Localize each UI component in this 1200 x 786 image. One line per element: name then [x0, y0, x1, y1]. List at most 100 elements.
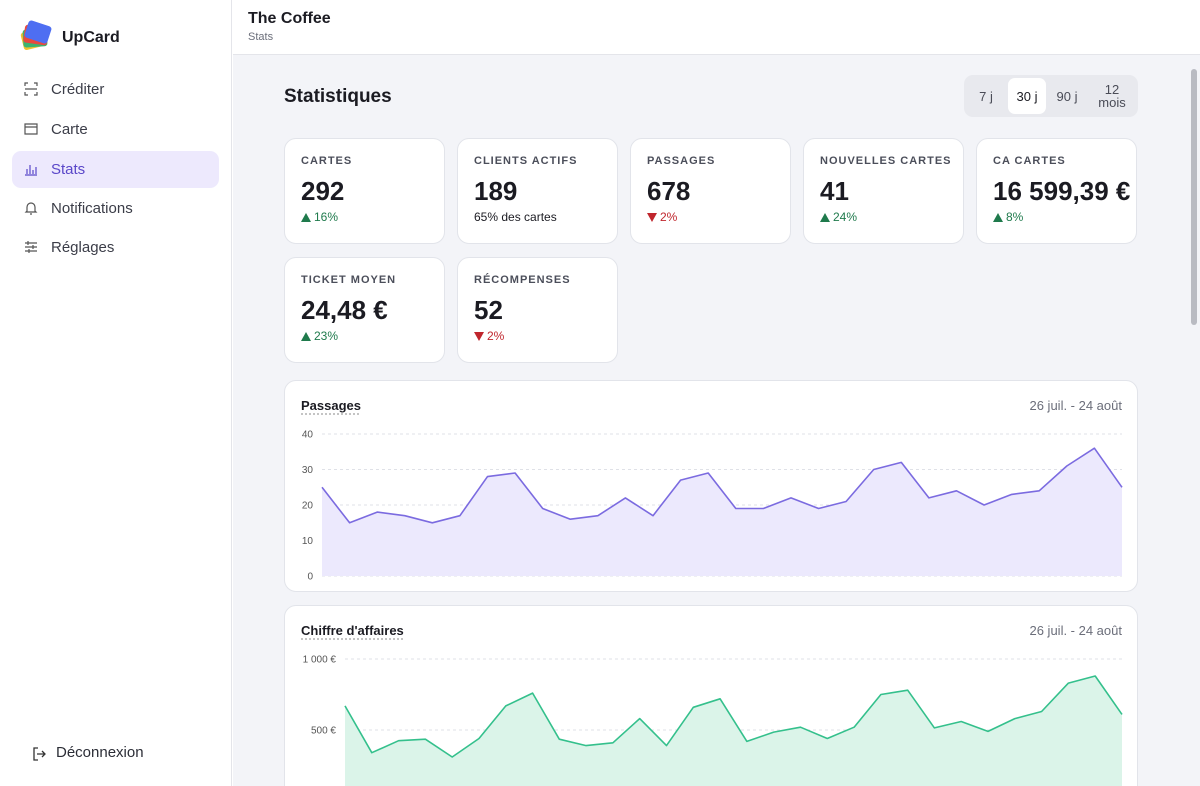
area — [322, 448, 1122, 576]
trend-arrow — [474, 332, 484, 341]
stat-value: 189 — [474, 176, 518, 206]
stat-card: RÉCOMPENSES 52 2% — [457, 257, 618, 363]
y-tick-label: 0 — [307, 572, 313, 583]
line — [321, 447, 1123, 524]
stat-card: PASSAGES 678 2% — [630, 138, 791, 244]
icon-path — [24, 202, 38, 215]
chart: Passages 26 juil. - 24 août 0 10 20 30 40 — [301, 398, 1123, 583]
arrow — [301, 332, 311, 341]
icon-path — [25, 165, 37, 176]
arrow — [993, 213, 1003, 222]
icon-path — [24, 123, 38, 135]
stat-value: 52 — [474, 295, 503, 325]
y-tick-label: 20 — [302, 501, 314, 512]
y-tick-label: 40 — [302, 430, 314, 441]
trend-arrow — [647, 213, 657, 222]
nav-item[interactable]: Réglages — [12, 229, 219, 266]
icon-path — [24, 82, 38, 96]
nav-item[interactable]: Stats — [12, 151, 219, 188]
change-value: 2% — [487, 329, 505, 343]
stat-card: NOUVELLES CARTES 41 24% — [803, 138, 964, 244]
period-tab[interactable]: 90 j — [1056, 88, 1078, 104]
stat-value: 24,48 € — [301, 295, 388, 325]
header: The Coffee Stats — [233, 0, 1200, 55]
arrow — [647, 213, 657, 222]
stat-card: CLIENTS ACTIFS 189 65% des cartes — [457, 138, 618, 244]
chart-date-range: 26 juil. - 24 août — [1029, 398, 1122, 413]
stat-label: CARTES — [301, 155, 353, 167]
stat-value: 678 — [647, 176, 691, 206]
change-value: 2% — [660, 210, 678, 224]
chart-title: Passages — [301, 398, 361, 413]
stat-change: 2% — [474, 329, 504, 343]
trend-arrow — [301, 332, 311, 341]
stat-value: 292 — [301, 176, 345, 206]
sidebar: UpCard Créditer Carte Stats Notification… — [0, 0, 232, 786]
nav-icon — [24, 82, 38, 96]
nav-item[interactable]: Créditer — [12, 71, 219, 108]
scroll-thumb[interactable] — [1191, 69, 1197, 325]
logout-label: Déconnexion — [56, 744, 144, 761]
stat-label: RÉCOMPENSES — [474, 274, 571, 286]
stat-change: 23% — [301, 329, 338, 343]
period-tab[interactable]: 12 mois — [1098, 82, 1126, 110]
stat-card: TICKET MOYEN 24,48 € 23% — [284, 257, 445, 363]
nav-icon — [24, 202, 38, 215]
stat-label: NOUVELLES CARTES — [820, 155, 952, 167]
arrow — [301, 213, 311, 222]
main: Statistiques 7 j 30 j 90 j 12 mois CARTES 29… — [233, 55, 1188, 786]
chart: Chiffre d'affaires 26 juil. - 24 août 500 … — [301, 623, 1123, 786]
arrow — [820, 213, 830, 222]
stat-label: PASSAGES — [647, 155, 716, 167]
stat-note: 65% des cartes — [474, 210, 557, 224]
trend-arrow — [993, 213, 1003, 222]
header-title: The Coffee — [248, 10, 331, 27]
period-tab[interactable]: 30 j — [1008, 78, 1046, 114]
trend-arrow — [301, 213, 311, 222]
change-value: 16% — [314, 210, 339, 224]
line — [344, 675, 1123, 758]
stat-label: CLIENTS ACTIFS — [474, 155, 578, 167]
nav-icon — [25, 165, 37, 176]
stat-label: TICKET MOYEN — [301, 274, 397, 286]
area — [345, 676, 1122, 786]
chart-card: Passages 26 juil. - 24 août 0 10 20 30 40 — [284, 380, 1138, 592]
page-title: Statistiques — [284, 86, 392, 107]
stat-value: 41 — [820, 176, 849, 206]
stat-change: 2% — [647, 210, 677, 224]
stat-change: 8% — [993, 210, 1023, 224]
stat-label: CA CARTES — [993, 155, 1066, 167]
brand: UpCard — [62, 29, 120, 46]
change-value: 23% — [314, 329, 339, 343]
y-tick-label: 30 — [302, 465, 314, 476]
period-tabs: 7 j 30 j 90 j 12 mois — [964, 75, 1138, 117]
y-tick-label: 10 — [302, 536, 314, 547]
chart-date-range: 26 juil. - 24 août — [1029, 623, 1122, 638]
scrollbar[interactable] — [1188, 55, 1200, 786]
logo — [20, 20, 52, 50]
logout[interactable]: Déconnexion — [32, 744, 144, 761]
trend-arrow — [820, 213, 830, 222]
nav-item[interactable]: Notifications — [12, 190, 219, 227]
stat-card: CARTES 292 16% — [284, 138, 445, 244]
logout-icon — [33, 747, 46, 761]
nav-icon — [24, 123, 38, 135]
period-tab[interactable]: 7 j — [979, 88, 993, 104]
stat-value: 16 599,39 € — [993, 176, 1131, 206]
icon-path — [25, 241, 37, 253]
change-value: 24% — [833, 210, 858, 224]
stat-change: 24% — [820, 210, 857, 224]
header-subtitle: Stats — [248, 31, 274, 43]
nav-item[interactable]: Carte — [12, 111, 219, 148]
arrow — [474, 332, 484, 341]
chart-card: Chiffre d'affaires 26 juil. - 24 août 500 … — [284, 605, 1138, 786]
stat-card: CA CARTES 16 599,39 € 8% — [976, 138, 1137, 244]
y-tick-label: 500 € — [311, 726, 336, 737]
y-tick-label: 1 000 € — [303, 655, 337, 666]
nav-icon — [25, 241, 37, 253]
chart-title: Chiffre d'affaires — [301, 623, 404, 638]
stat-change: 16% — [301, 210, 338, 224]
change-value: 8% — [1006, 210, 1024, 224]
